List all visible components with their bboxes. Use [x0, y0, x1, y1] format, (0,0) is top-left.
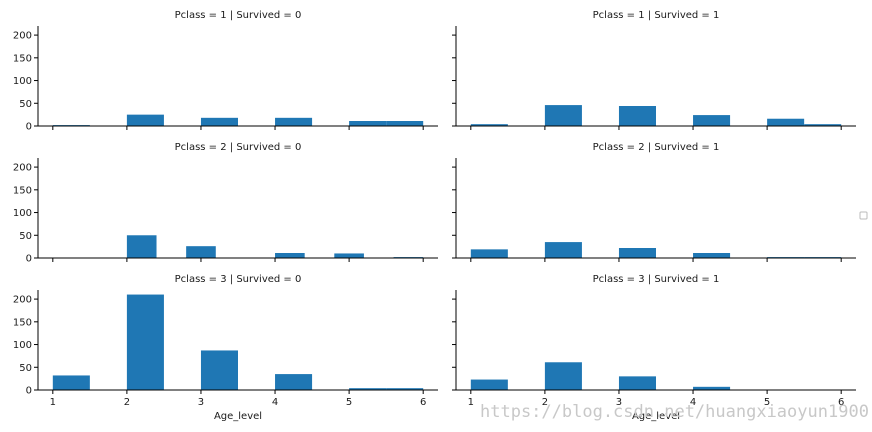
histogram-bar: [349, 388, 387, 390]
y-tick-label: 200: [13, 163, 32, 174]
histogram-bar: [186, 246, 216, 258]
histogram-bar: [618, 248, 656, 258]
histogram-bar: [470, 124, 508, 126]
histogram-bar: [693, 386, 731, 390]
histogram-bar: [618, 106, 656, 126]
watermark-text: https://blog.csdn.net/huangxiaoyun1900: [480, 402, 869, 422]
histogram-bar: [804, 124, 842, 126]
histogram-bar: [618, 376, 656, 390]
histogram-bar: [275, 117, 313, 126]
panel-title: Pclass = 2 | Survived = 0: [175, 142, 302, 153]
histogram-bar: [200, 350, 238, 390]
panel-1-2: Pclass = 1 | Survived = 1: [452, 10, 856, 130]
x-tick-label: 4: [690, 397, 696, 408]
y-tick-label: 0: [26, 254, 32, 265]
histogram-bar: [349, 121, 387, 126]
panel-2-1: Pclass = 2 | Survived = 0 0 50 100 150 200: [13, 142, 438, 265]
panel-title: Pclass = 1 | Survived = 0: [175, 10, 302, 21]
y-tick-label: 100: [13, 76, 32, 87]
y-tick-label: 0: [26, 122, 32, 133]
x-tick-label: 2: [542, 397, 548, 408]
histogram-bar: [275, 253, 305, 258]
y-tick-label: 150: [13, 53, 32, 64]
panel-title: Pclass = 3 | Survived = 0: [175, 274, 302, 285]
histogram-bar: [126, 114, 164, 126]
x-tick-label: 3: [198, 397, 204, 408]
panel-title: Pclass = 3 | Survived = 1: [593, 274, 720, 285]
y-tick-label: 100: [13, 340, 32, 351]
x-tick-label: 4: [272, 397, 278, 408]
panel-2-2: Pclass = 2 | Survived = 1: [452, 142, 856, 262]
panel-3-1: Pclass = 3 | Survived = 0 0 50 100 150 200 1 2 3…: [13, 274, 438, 422]
x-axis-label: Age_level: [214, 411, 262, 422]
x-tick-label: 1: [468, 397, 474, 408]
x-tick-label: 2: [124, 397, 130, 408]
histogram-bar: [544, 242, 582, 258]
x-tick-label: 1: [50, 397, 56, 408]
x-axis-label: Age_level: [632, 411, 680, 422]
histogram-bar: [275, 374, 313, 390]
panel-1-1: Pclass = 1 | Survived = 0 0 50 100 150 200: [13, 10, 438, 133]
y-tick-label: 50: [19, 231, 32, 242]
y-tick-label: 150: [13, 317, 32, 328]
x-tick-label: 3: [616, 397, 622, 408]
y-tick-label: 100: [13, 208, 32, 219]
histogram-bar: [470, 249, 508, 258]
x-tick-label: 6: [420, 397, 426, 408]
histogram-bar: [386, 121, 424, 126]
histogram-bar: [470, 379, 508, 390]
histogram-bar: [386, 388, 424, 390]
y-tick-label: 200: [13, 31, 32, 42]
histogram-bar: [334, 253, 364, 258]
panel-title: Pclass = 2 | Survived = 1: [593, 142, 720, 153]
histogram-bar: [126, 294, 164, 390]
histogram-bar: [52, 375, 90, 390]
x-tick-label: 5: [764, 397, 770, 408]
legend-box: [859, 211, 868, 220]
histogram-bar: [767, 118, 805, 126]
histogram-bar: [693, 253, 731, 258]
y-tick-label: 150: [13, 185, 32, 196]
histogram-bar: [544, 105, 582, 126]
histogram-bar: [544, 362, 582, 390]
histogram-bar: [200, 117, 238, 126]
panel-3-2: Pclass = 3 | Survived = 1 1 2 3 4 5 6 Age_level: [452, 274, 856, 422]
y-tick-label: 0: [26, 386, 32, 397]
panel-title: Pclass = 1 | Survived = 1: [593, 10, 720, 21]
facet-panels: Pclass = 1 | Survived = 0050100150200Pcl…: [13, 10, 856, 422]
y-tick-label: 200: [13, 295, 32, 306]
x-tick-label: 6: [838, 397, 844, 408]
y-tick-label: 50: [19, 363, 32, 374]
y-tick-label: 50: [19, 99, 32, 110]
histogram-bar: [693, 115, 731, 126]
x-tick-label: 5: [346, 397, 352, 408]
histogram-bar: [126, 235, 157, 258]
